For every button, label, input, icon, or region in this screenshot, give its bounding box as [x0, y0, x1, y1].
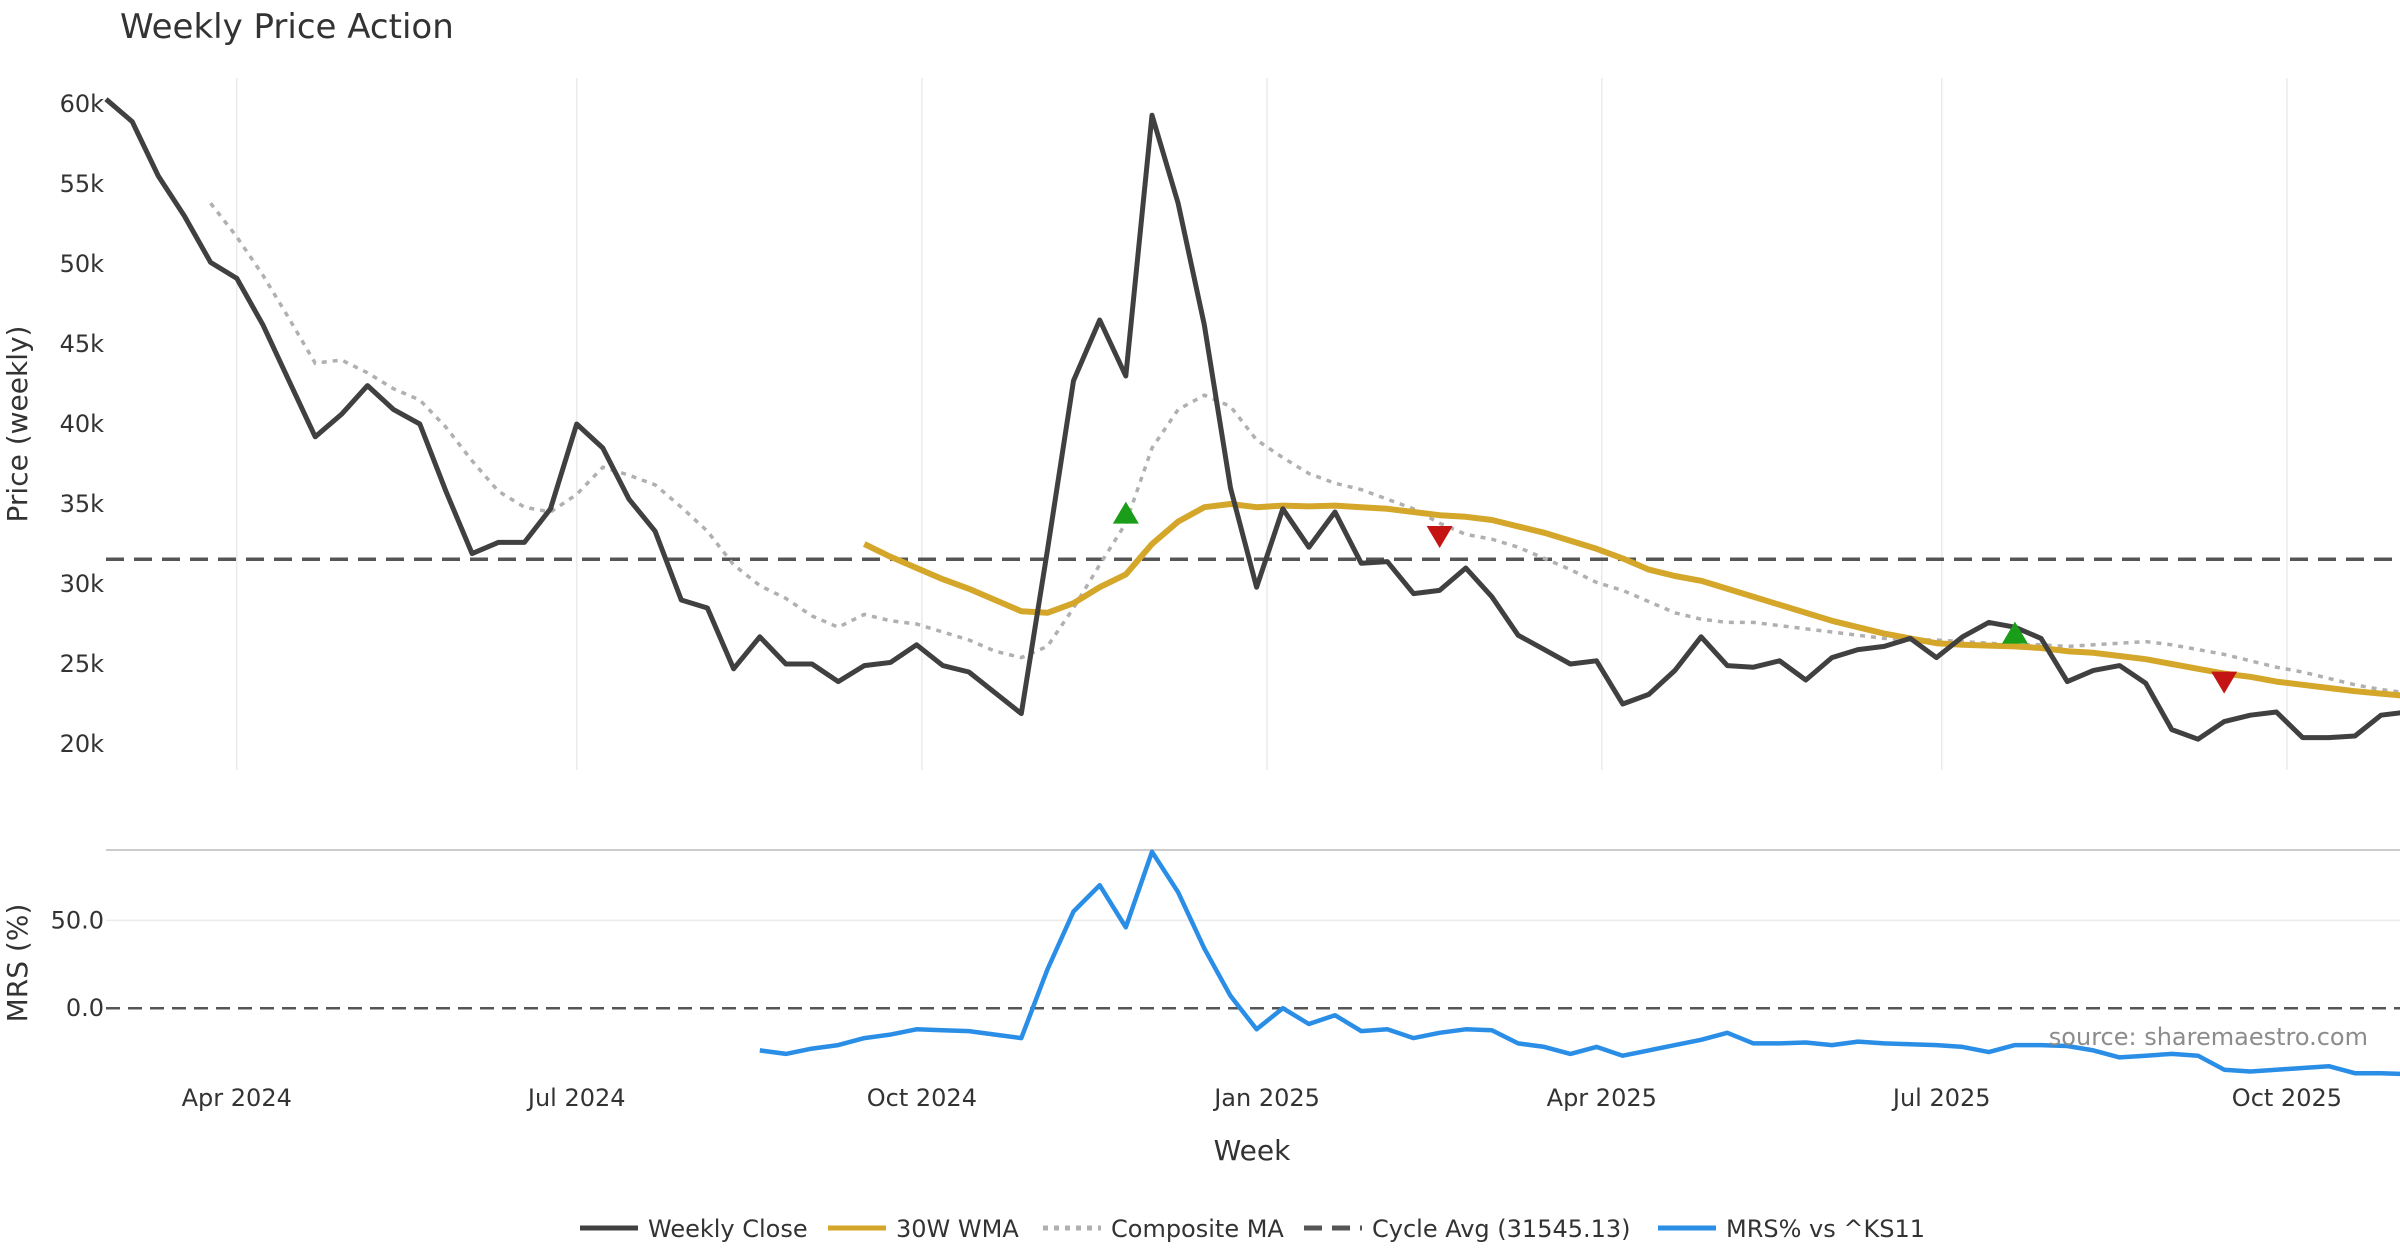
legend-label-mrs-vs-ks11: MRS% vs ^KS11 — [1726, 1215, 1925, 1243]
buy-signal-marker-1 — [1112, 501, 1139, 524]
price-y-tick-20k: 20k — [60, 730, 105, 758]
price-y-tick-60k: 60k — [60, 90, 105, 118]
x-tick-jul-2025: Jul 2025 — [1891, 1084, 1991, 1112]
source-attribution: source: sharemaestro.com — [2049, 1023, 2368, 1051]
weekly-close-line — [104, 97, 2400, 742]
mrs-line — [759, 849, 2400, 1077]
x-tick-labels: Apr 2024 Jul 2024 Oct 2024 Jan 2025 Apr 2025… — [182, 1084, 2342, 1112]
legend-label-weekly-close: Weekly Close — [648, 1215, 808, 1243]
price-y-tick-55k: 55k — [60, 170, 105, 198]
legend-label-cycle-avg-31545-13: Cycle Avg (31545.13) — [1372, 1215, 1631, 1243]
x-tick-jan-2025: Jan 2025 — [1212, 1084, 1320, 1112]
price-y-tick-30k: 30k — [60, 570, 105, 598]
price-y-tick-50k: 50k — [60, 250, 105, 278]
30w-wma-line — [862, 501, 2400, 699]
price-y-tick-45k: 45k — [60, 330, 105, 358]
buy-signal-marker-2 — [2001, 621, 2028, 644]
mrs-y-tick-50-0: 50.0 — [51, 906, 104, 934]
composite-ma-line — [209, 202, 2400, 694]
chart-legend: Weekly Close 30W WMA Composite MA Cycle Avg… — [580, 1215, 1925, 1243]
price-y-axis-title: Price (weekly) — [1, 326, 34, 523]
price-y-tick-labels: 60k 55k 50k 45k 40k 35k 30k 25k 20k — [60, 90, 105, 758]
price-y-tick-35k: 35k — [60, 490, 105, 518]
legend-label-composite-ma: Composite MA — [1111, 1215, 1284, 1243]
sell-signal-marker-1 — [1426, 526, 1453, 548]
price-y-tick-25k: 25k — [60, 650, 105, 678]
mrs-y-axis-title: MRS (%) — [1, 904, 34, 1023]
mrs-y-tick-0-0: 0.0 — [66, 994, 104, 1022]
x-tick-apr-2025: Apr 2025 — [1547, 1084, 1657, 1112]
x-tick-apr-2024: Apr 2024 — [182, 1084, 292, 1112]
signal-markers — [1112, 501, 2238, 694]
x-tick-jul-2024: Jul 2024 — [526, 1084, 626, 1112]
chart-title: Weekly Price Action — [120, 7, 454, 47]
x-tick-oct-2025: Oct 2025 — [2232, 1084, 2342, 1112]
sell-signal-marker-2 — [2211, 671, 2238, 694]
mrs-series-lines — [106, 849, 2400, 1077]
mrs-y-tick-labels: 50.0 0.0 — [51, 906, 104, 1022]
legend-label-30w-wma: 30W WMA — [896, 1215, 1019, 1243]
price-y-tick-40k: 40k — [60, 410, 105, 438]
price-series-lines — [104, 97, 2400, 742]
x-axis-title: Week — [1214, 1134, 1291, 1167]
price-gridlines — [236, 78, 2288, 770]
x-tick-oct-2024: Oct 2024 — [867, 1084, 977, 1112]
